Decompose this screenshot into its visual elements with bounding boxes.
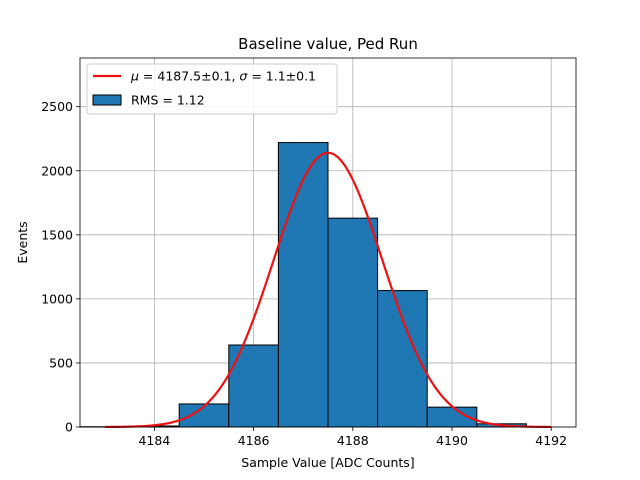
y-tick-label: 1000 — [41, 291, 73, 306]
x-tick-label: 4186 — [238, 433, 270, 448]
x-tick-label: 4192 — [535, 433, 567, 448]
legend-mu-symbol: μ — [130, 69, 139, 84]
histogram-bar — [228, 344, 279, 428]
legend: μ = 4187.5±0.1, σ = 1.1±0.1 RMS = 1.12 — [86, 63, 338, 115]
chart-title: Baseline value, Ped Run — [238, 35, 418, 53]
legend-sigma-value: = 1.1±0.1 — [247, 69, 316, 84]
histogram-bars — [79, 142, 527, 428]
legend-histogram-swatch — [92, 94, 122, 106]
x-axis-ticks: 4184 4186 4188 4190 4192 — [138, 427, 567, 448]
histogram-bar — [277, 142, 329, 428]
legend-fit-label: μ = 4187.5±0.1, σ = 1.1±0.1 — [130, 69, 316, 84]
plot-area-frame — [79, 57, 577, 428]
y-axis-label: Events — [15, 221, 30, 263]
legend-mu-value: = 4187.5±0.1, — [139, 69, 239, 84]
legend-box — [86, 63, 338, 115]
x-axis-label: Sample Value [ADC Counts] — [241, 455, 414, 470]
gaussian-fit-curve — [104, 151, 552, 429]
y-tick-label: 0 — [65, 420, 73, 435]
x-tick-label: 4188 — [337, 433, 369, 448]
x-tick-label: 4184 — [138, 433, 170, 448]
y-tick-label: 500 — [49, 355, 73, 370]
y-tick-label: 2500 — [41, 99, 73, 114]
y-tick-label: 2000 — [41, 163, 73, 178]
x-tick-label: 4190 — [436, 433, 468, 448]
legend-histogram-label: RMS = 1.12 — [131, 93, 205, 108]
histogram-bar — [327, 217, 379, 428]
legend-sigma-symbol: σ — [239, 69, 248, 84]
y-tick-label: 1500 — [41, 227, 73, 242]
y-axis-ticks: 0 500 1000 1500 2000 2500 — [41, 99, 80, 435]
